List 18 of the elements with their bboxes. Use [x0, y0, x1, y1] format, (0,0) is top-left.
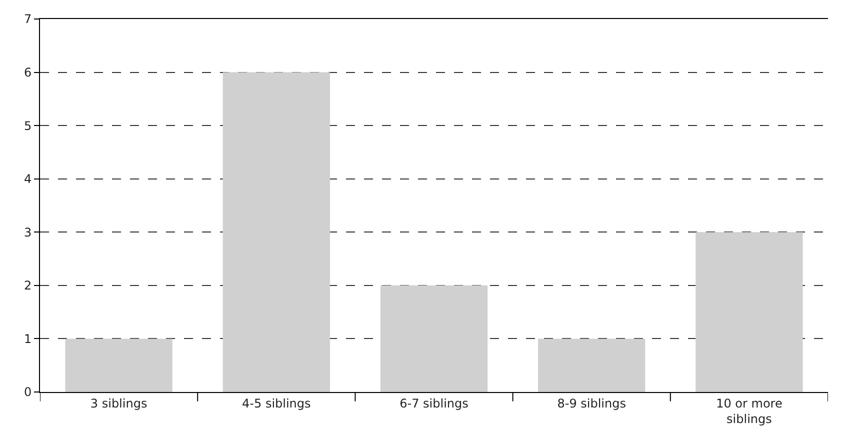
y-tick-label: 2: [24, 278, 32, 293]
y-tick-label: 4: [24, 172, 32, 186]
y-tick-label: 3: [24, 225, 32, 240]
y-tick-label: 7: [24, 12, 32, 26]
y-tick-label: 5: [24, 118, 32, 133]
y-tick-label: 6: [24, 65, 32, 80]
bar: [65, 338, 172, 392]
bar: [538, 338, 646, 392]
y-tick-label: 0: [24, 385, 32, 400]
x-tick-label: 3 siblings: [90, 396, 148, 410]
x-tick-label: 8-9 siblings: [557, 396, 626, 410]
y-tick-label: 1: [24, 332, 32, 346]
bar: [380, 285, 488, 392]
x-tick-label: 4-5 siblings: [242, 396, 311, 410]
x-tick-label: 10 or more siblings: [716, 396, 782, 426]
bar: [696, 232, 803, 392]
bar: [222, 72, 330, 392]
x-tick-label: 6-7 siblings: [400, 396, 468, 410]
